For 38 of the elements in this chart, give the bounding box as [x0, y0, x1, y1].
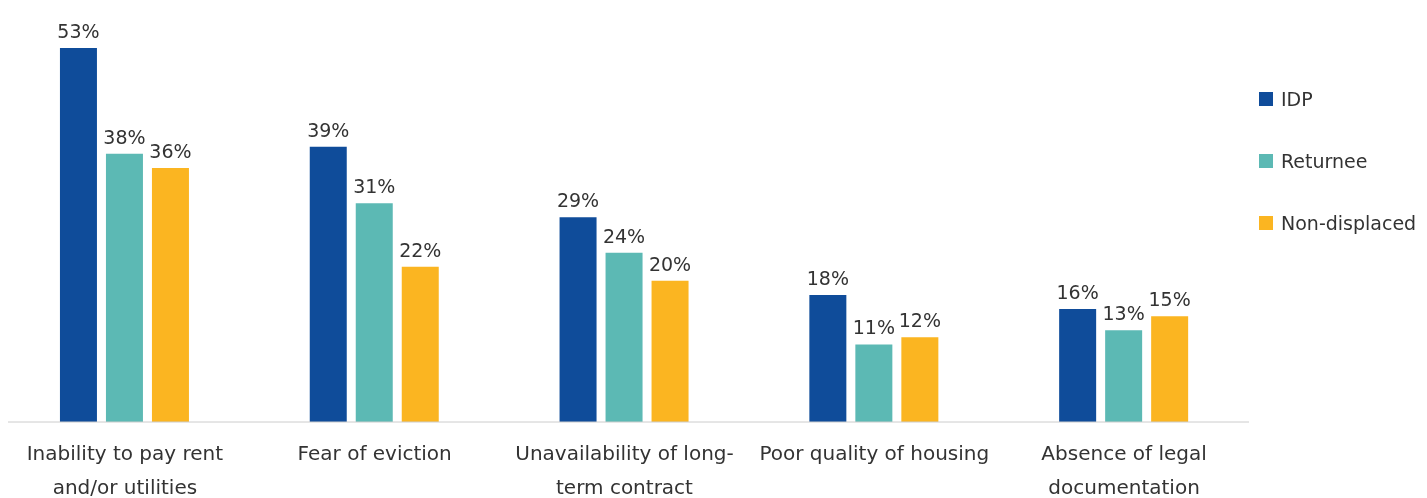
bar — [651, 280, 689, 422]
bar — [605, 252, 643, 422]
legend-label: Non-displaced — [1281, 212, 1417, 234]
data-label: 11% — [852, 316, 895, 339]
bar — [855, 344, 893, 422]
legend-label: IDP — [1281, 88, 1313, 110]
data-label: 31% — [353, 175, 396, 198]
data-label: 15% — [1148, 288, 1191, 311]
data-label: 38% — [103, 125, 146, 148]
bar — [401, 266, 439, 422]
data-label: 16% — [1056, 281, 1099, 304]
bar — [1059, 309, 1097, 422]
bar — [1105, 330, 1143, 422]
x-tick-label: Absence of legal documentation — [1041, 441, 1207, 498]
data-label: 13% — [1102, 302, 1145, 325]
data-label: 29% — [556, 189, 600, 212]
data-label: 20% — [648, 252, 692, 275]
bar — [901, 337, 939, 422]
data-label: 22% — [399, 238, 442, 261]
x-tick-label: Unavailability of long-term contract — [515, 441, 734, 498]
data-label: 24% — [602, 224, 646, 247]
x-tick-label: Fear of eviction — [297, 441, 452, 465]
data-label: 36% — [149, 139, 192, 162]
legend-label: Returnee — [1281, 150, 1368, 172]
bar — [559, 217, 597, 422]
data-label: 12% — [898, 309, 941, 332]
data-label: 53% — [57, 20, 100, 42]
bar — [809, 294, 847, 422]
bar — [355, 203, 393, 422]
data-label: 18% — [806, 266, 849, 289]
x-tick-label: Poor quality of housing — [759, 441, 990, 465]
x-tick-label: Inability to pay rent and/or utilities — [26, 441, 224, 498]
bar — [105, 153, 143, 422]
bar — [309, 146, 347, 422]
bar — [59, 48, 97, 422]
bar — [1151, 316, 1189, 422]
bar — [151, 167, 189, 422]
data-label: 39% — [307, 118, 350, 141]
